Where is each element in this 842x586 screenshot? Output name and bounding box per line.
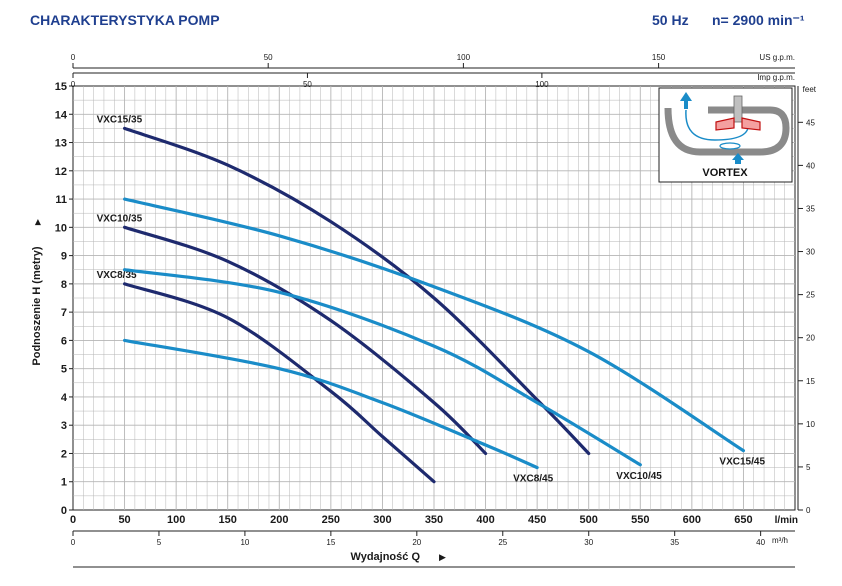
inset-frame [658,87,793,183]
series-label: VXC15/45 [719,457,765,468]
y-tick-label: 1 [61,477,67,489]
impeller-left-icon [715,117,735,131]
series-line-vxc10-45 [123,268,642,467]
y-tick-label: 9 [61,251,67,263]
inlet-arrow-stem [735,159,741,164]
curves: VXC15/35 VXC10/35 VXC8/35 VXC15/45 VXC10/45 V… [97,114,766,484]
x-tick-label: 250 [322,514,340,526]
flow-arrow-stem [684,101,688,109]
x-tick-label: 650 [734,514,752,526]
impeller-right-icon [741,117,761,131]
secondary-x-tick-label: 0 [71,538,76,547]
series-line-vxc15-35 [123,126,591,456]
series-label: VXC8/45 [513,474,553,485]
y-axis-title-arrow: ▶ [33,218,42,225]
secondary-x-tick-label: 35 [670,538,679,547]
feet-axis-label: feet [803,85,817,94]
series-line-vxc15-45 [123,197,745,453]
x-tick-label: 600 [683,514,701,526]
series-line-vxc10-35 [123,225,488,456]
y-tick-label: 6 [61,335,67,347]
feet-tick-label: 5 [806,463,811,472]
series-label: VXC10/45 [616,471,662,482]
y-tick-label: 5 [61,364,67,376]
feet-tick-label: 45 [806,118,815,127]
x-tick-label: 550 [631,514,649,526]
x-tick-label: 350 [425,514,443,526]
y-axis-title: Podnoszenie H (metry) [31,246,43,366]
feet-tick-label: 40 [806,161,815,170]
x-tick-label: 0 [70,514,76,526]
flow-path-icon [685,109,749,141]
vortex-inset: VORTEX [658,87,793,183]
secondary-x-tick-label: 15 [326,538,335,547]
axis-ticks: 0 50 100 150 200 250 300 350 400 450 500 550 600 6500… [55,53,816,547]
y-tick-label: 13 [55,138,67,150]
secondary-x-tick-label: 25 [498,538,507,547]
secondary-x-tick-label: 100 [535,80,549,89]
x-tick-label: 100 [167,514,185,526]
y-tick-label: 14 [55,109,68,121]
secondary-x-tick-label: 100 [457,53,471,62]
m3h-axis-label: m³/h [772,536,788,545]
y-tick-label: 8 [61,279,67,291]
speed-label: n= 2900 min⁻¹ [712,12,805,28]
y-tick-label: 10 [55,222,67,234]
x-tick-label: 500 [580,514,598,526]
secondary-x-tick-label: 50 [264,53,273,62]
x-axis-unit: l/min [775,515,798,526]
feet-tick-label: 0 [806,506,811,515]
vortex-label: VORTEX [702,167,748,179]
us-gpm-axis-label: US g.p.m. [759,53,795,62]
x-axis-title-arrow: ▶ [439,552,446,562]
secondary-x-tick-label: 40 [756,538,765,547]
inlet-arrow-icon [732,153,744,160]
secondary-x-tick-label: 10 [240,538,249,547]
chart-title: CHARAKTERYSTYKA POMP [30,12,220,28]
x-axis-title: Wydajność Q [351,551,421,563]
y-tick-label: 15 [55,81,67,93]
pump-housing-shape [664,106,790,156]
secondary-x-tick-label: 20 [412,538,421,547]
secondary-x-tick-label: 0 [71,80,76,89]
y-tick-label: 3 [61,420,67,432]
secondary-x-tick-label: 30 [584,538,593,547]
x-tick-label: 150 [219,514,237,526]
feet-tick-label: 15 [806,377,815,386]
feet-tick-label: 10 [806,420,815,429]
x-tick-label: 450 [528,514,546,526]
y-tick-label: 2 [61,448,67,460]
x-tick-label: 50 [118,514,130,526]
x-tick-label: 300 [373,514,391,526]
y-tick-label: 0 [61,505,67,517]
series-line-vxc8-35 [123,282,436,484]
flow-arrow-up-icon [680,92,692,101]
feet-tick-label: 35 [806,204,815,213]
secondary-x-tick-label: 5 [157,538,162,547]
x-tick-label: 400 [476,514,494,526]
secondary-x-tick-label: 0 [71,53,76,62]
y-tick-label: 11 [55,194,67,206]
feet-tick-label: 20 [806,334,815,343]
vortex-swirl-icon [719,142,741,150]
imp-gpm-axis-label: Imp g.p.m. [757,73,795,82]
y-tick-label: 12 [55,166,67,178]
feet-tick-label: 25 [806,291,815,300]
y-tick-label: 4 [61,392,68,404]
series-label: VXC8/35 [97,270,137,281]
pump-shaft [733,95,743,123]
series-line-vxc8-45 [123,338,539,470]
secondary-x-tick-label: 50 [303,80,312,89]
secondary-x-tick-label: 150 [652,53,666,62]
x-tick-label: 200 [270,514,288,526]
frequency-label: 50 Hz [652,12,689,28]
series-label: VXC10/35 [97,213,143,224]
y-tick-label: 7 [61,307,67,319]
feet-tick-label: 30 [806,248,815,257]
series-label: VXC15/35 [97,114,143,125]
